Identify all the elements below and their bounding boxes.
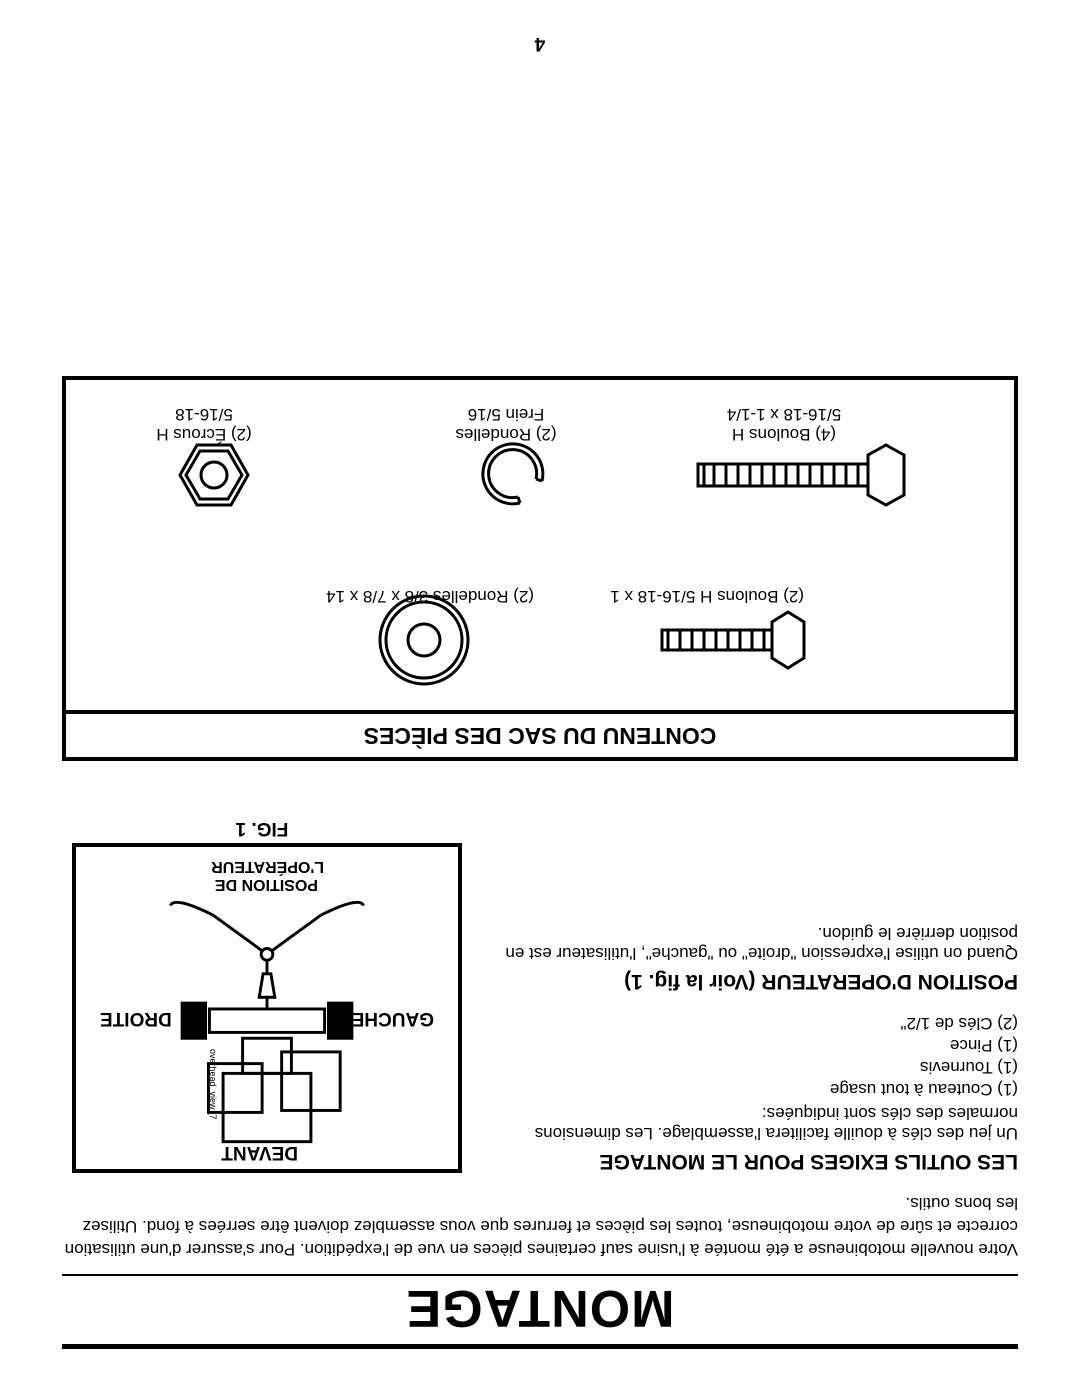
label-position-2: L'OPÉRATEUR — [211, 857, 324, 875]
figure-box: DEVANT GAUCHE DROITE POSITION DE L'OPÉRA… — [62, 817, 462, 1173]
list-item: (1) Pince — [488, 1035, 1018, 1055]
list-item: (1) Tournevis — [488, 1057, 1018, 1077]
tools-heading: LES OUTILS EXIGES POUR LE MONTAGE — [488, 1149, 1018, 1173]
label-droite: DROITE — [100, 1007, 172, 1029]
operator-heading: POSITION D'OPERATEUR (Voir la fig. 1) — [488, 969, 1018, 993]
tools-lead: Un jeu des clés à douille facilitera l'a… — [488, 1103, 1018, 1143]
under-title-rule — [62, 1274, 1018, 1276]
label-bolt-long-b: 5/16-18 x 1-1/4 — [694, 404, 874, 424]
page-number: 4 — [0, 32, 1080, 54]
label-position-1: POSITION DE — [215, 875, 318, 893]
label-devant: DEVANT — [221, 1141, 298, 1163]
page: MONTAGE Votre nouvelle motobineuse a été… — [0, 0, 1080, 1397]
parts-box-title: CONTENU DU SAC DES PIÈCES — [66, 710, 1014, 757]
label-gauche: GAUCHE — [352, 1007, 434, 1029]
overhead-note: overhead_view_7 — [208, 1049, 218, 1120]
top-rule — [62, 1344, 1018, 1349]
operator-body: Quand on utilise l'expression "droite" o… — [488, 923, 1018, 963]
intro-paragraph: Votre nouvelle motobineuse a été montée … — [62, 1191, 1018, 1260]
list-item: (2) Clés de 1/2" — [488, 1013, 1018, 1033]
label-bolt-long-a: (4) Boulons H — [694, 424, 874, 444]
tools-list: (1) Couteau à tout usage (1) Tournevis (… — [488, 1013, 1018, 1099]
page-title: MONTAGE — [62, 1278, 1018, 1338]
parts-box: CONTENU DU SAC DES PIÈCES — [62, 376, 1018, 761]
list-item: (1) Couteau à tout usage — [488, 1079, 1018, 1099]
label-lockwasher-b: Frein 5/16 — [436, 404, 576, 424]
label-nut-b: 5/16-18 — [134, 404, 274, 424]
label-bolt-short: (2) Boulons H 5/16-18 x 1 — [610, 586, 804, 606]
figure-frame: DEVANT GAUCHE DROITE POSITION DE L'OPÉRA… — [72, 843, 462, 1173]
text-column: LES OUTILS EXIGES POUR LE MONTAGE Un jeu… — [488, 817, 1018, 1173]
figure-caption: FIG. 1 — [62, 817, 462, 839]
parts-box-body: (2) Boulons H 5/16-18 x 1 (2) Rondelles … — [66, 380, 1014, 710]
label-nut-a: (2) Écrous H — [134, 424, 274, 444]
tools-and-figure-row: LES OUTILS EXIGES POUR LE MONTAGE Un jeu… — [62, 817, 1018, 1173]
label-washer-big: (2) Rondelles 3/8 x 7/8 x 14 — [326, 586, 534, 606]
label-lockwasher-a: (2) Rondelles — [436, 424, 576, 444]
